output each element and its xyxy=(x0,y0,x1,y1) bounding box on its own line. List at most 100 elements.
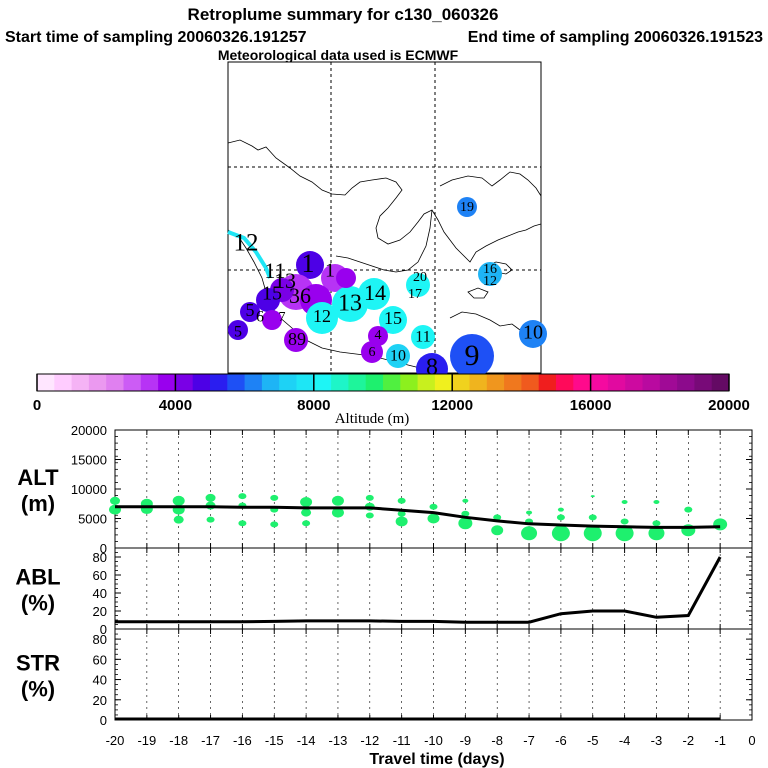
met-data-label: Meteorological data used is ECMWF xyxy=(218,47,459,63)
x-tick-label: -14 xyxy=(297,733,316,748)
colorbar-cell xyxy=(261,374,280,391)
alt-point xyxy=(684,506,693,513)
alt-point xyxy=(238,493,247,500)
plume-day-label: 10 xyxy=(390,348,406,365)
plume-day-label: 1 xyxy=(302,249,315,278)
x-tick-label: -2 xyxy=(683,733,695,748)
x-tick-label: -9 xyxy=(460,733,472,748)
colorbar-cell xyxy=(106,374,124,391)
plume-day-label: 12 xyxy=(234,230,259,257)
alt-point xyxy=(615,525,634,542)
plume-day-label: 17 xyxy=(408,287,422,302)
colorbar-cell xyxy=(244,374,263,391)
colorbar-tick-label: 8000 xyxy=(297,397,330,414)
alt-point xyxy=(621,499,628,504)
colorbar-cell xyxy=(313,374,332,391)
plume-day-label: 6 xyxy=(369,345,376,360)
plume-day-label: 15 xyxy=(384,308,402,328)
colorbar-cell xyxy=(192,374,211,391)
y-tick-label: 20000 xyxy=(71,423,107,438)
alt-point xyxy=(491,525,504,536)
x-tick-label: -15 xyxy=(265,733,284,748)
colorbar-cell xyxy=(469,374,488,391)
x-tick-label: -11 xyxy=(393,733,411,748)
colorbar-cell xyxy=(694,374,713,391)
plume-blob xyxy=(256,288,280,312)
alt-point xyxy=(331,495,344,506)
x-tick-label: -1 xyxy=(714,733,726,748)
colorbar-cell xyxy=(279,374,297,391)
y-tick-label: 60 xyxy=(93,568,107,583)
alt-point xyxy=(300,496,313,507)
x-tick-label: 0 xyxy=(748,733,755,748)
alt-point xyxy=(583,525,602,542)
colorbar-cell xyxy=(504,374,522,391)
plume-blob xyxy=(284,328,308,352)
colorbar-cell xyxy=(486,374,505,391)
x-tick-label: -16 xyxy=(233,733,252,748)
alt-point xyxy=(331,507,344,518)
colorbar-cell xyxy=(659,374,678,391)
colorbar-cell xyxy=(227,374,246,391)
colorbar-cell xyxy=(331,374,349,391)
y-tick-label: 80 xyxy=(93,632,107,647)
altitude-colorbar: 0 4000 8000 12000 16000 20000 Altitude (m) xyxy=(33,373,750,427)
colorbar-cell xyxy=(383,374,401,391)
alt-point xyxy=(365,512,374,519)
colorbar-cell xyxy=(521,374,540,391)
alt-point xyxy=(270,521,279,528)
alt-point xyxy=(652,520,661,527)
coastline-island xyxy=(467,287,489,299)
x-tick-label: -7 xyxy=(523,733,535,748)
alt-point xyxy=(301,508,312,517)
alt-point xyxy=(461,510,470,517)
plume-day-label: 11 xyxy=(264,258,285,283)
start-time-label: Start time of sampling 20060326.191257 xyxy=(5,29,307,46)
colorbar-cell xyxy=(37,374,55,391)
plume-day-label: 16 xyxy=(483,262,497,277)
colorbar-tick-label: 16000 xyxy=(570,397,612,414)
alt-point xyxy=(653,499,660,504)
end-time-label: End time of sampling 20060326.191523 xyxy=(468,29,763,46)
colorbar-cell xyxy=(607,374,626,391)
plume-blob xyxy=(450,334,494,378)
colorbar-cell xyxy=(556,374,574,391)
x-tick-label: -3 xyxy=(651,733,663,748)
alt-point xyxy=(173,515,184,524)
panel-ylabel: ALT xyxy=(17,465,59,490)
y-tick-label: 40 xyxy=(93,586,107,601)
plume-blob xyxy=(368,326,388,346)
panel-ylabel-unit: (m) xyxy=(21,491,55,516)
colorbar-cell xyxy=(175,374,194,391)
panel-ylabel-unit: (%) xyxy=(21,591,55,616)
plume-day-label: 13 xyxy=(338,291,362,317)
x-tick-label: -18 xyxy=(169,733,188,748)
plume-blob xyxy=(361,341,383,363)
alt-point xyxy=(521,526,538,541)
colorbar-tick-label: 20000 xyxy=(708,397,750,414)
coastline xyxy=(335,209,433,273)
plume-day-label: 5 xyxy=(234,324,242,341)
plume-day-label: 13 xyxy=(274,268,296,293)
plume-day-label: 12 xyxy=(313,306,331,326)
alt-point xyxy=(302,520,311,527)
alt-point xyxy=(648,526,665,541)
colorbar-cell xyxy=(417,374,436,391)
x-tick-label: -19 xyxy=(137,733,156,748)
y-tick-label: 15000 xyxy=(71,453,107,468)
plume-day-label: 12 xyxy=(483,274,497,289)
colorbar-cell xyxy=(573,374,592,391)
colorbar-tick-label: 4000 xyxy=(159,397,192,414)
plume-blob xyxy=(519,320,547,348)
plume-day-label: 5 xyxy=(246,300,255,320)
y-tick-label: 0 xyxy=(100,713,107,728)
plume-day-label: 19 xyxy=(460,200,474,215)
panel-ylabel: ABL xyxy=(15,565,60,590)
alt-point xyxy=(588,514,597,521)
plume-trail xyxy=(227,230,272,279)
panel-ylabel-unit: (%) xyxy=(21,677,55,702)
colorbar-tick-label: 12000 xyxy=(431,397,473,414)
alt-point xyxy=(110,496,120,505)
colorbar-cell xyxy=(140,374,159,391)
plume-blob xyxy=(411,325,435,349)
